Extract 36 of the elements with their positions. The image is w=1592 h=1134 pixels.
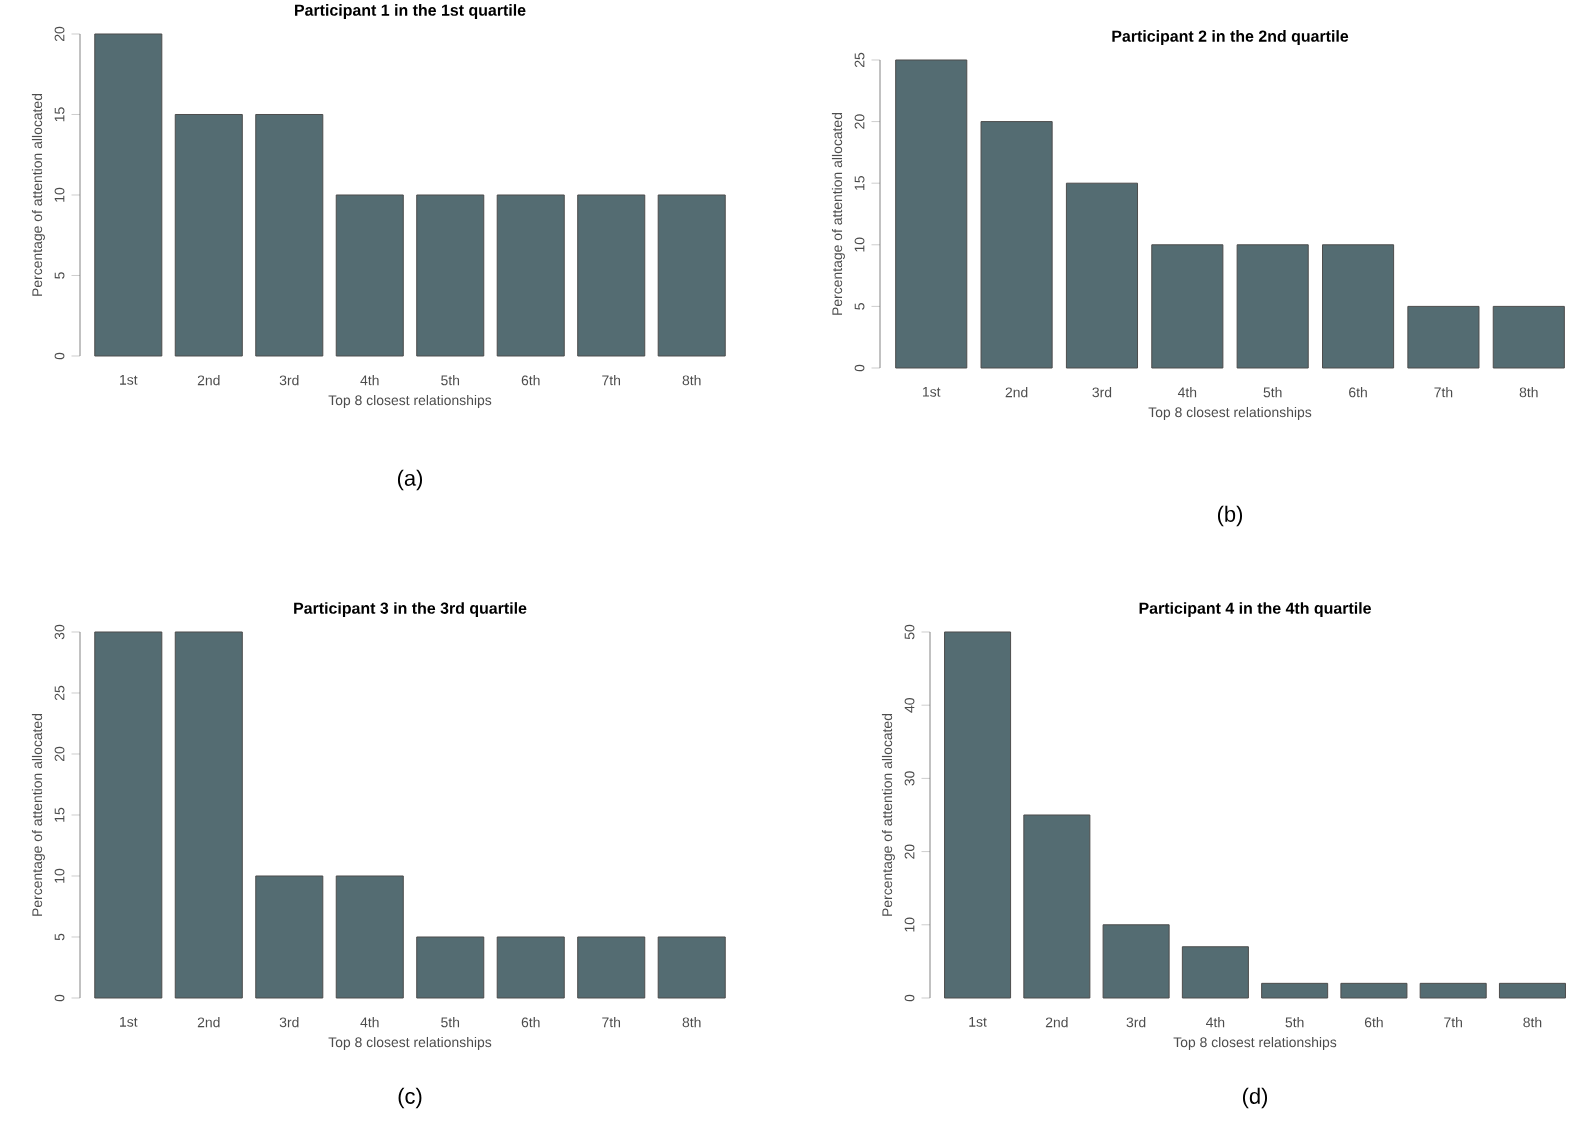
bar [657,194,726,357]
text: (a) [397,469,423,491]
bar [496,194,565,357]
text: (b) [1217,505,1243,527]
bar [174,113,243,357]
bar [1322,244,1395,369]
bar [94,33,163,357]
bar [1023,814,1091,999]
bar [496,936,565,999]
text: (d) [1242,1087,1268,1109]
bar [1065,182,1139,369]
bar [335,875,404,999]
bar [1236,244,1309,369]
bar [1151,244,1224,369]
bar [1261,982,1329,999]
bar [944,631,1012,999]
text: (c) [398,1087,422,1109]
bar [416,194,485,357]
bar [94,631,163,999]
bar [1419,982,1487,999]
bar [335,194,404,357]
bar [577,936,646,999]
bar [1498,982,1566,999]
bar [1407,305,1480,369]
bar [1340,982,1408,999]
bar [174,631,243,999]
bar [1492,305,1565,369]
bar [1102,924,1170,999]
bar [255,113,324,357]
bar [577,194,646,357]
bar [416,936,485,999]
bar [980,121,1053,369]
bar [895,59,968,369]
bar [255,875,324,999]
bar [1181,946,1249,999]
bar [657,936,726,999]
